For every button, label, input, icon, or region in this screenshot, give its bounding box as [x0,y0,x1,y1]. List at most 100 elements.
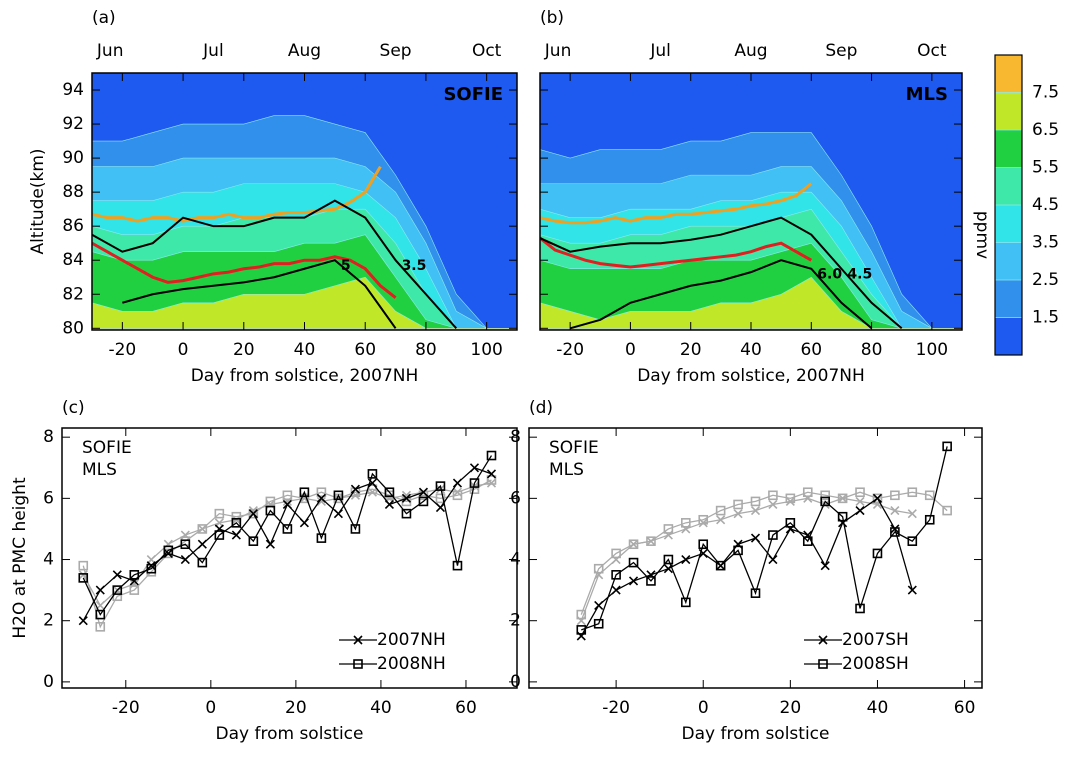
x-axis-title: Day from solstice [216,724,364,744]
colorbar-tick-label: 2.5 [1032,270,1059,290]
y-tick-label: 84 [62,250,84,270]
contour-label: 6.0 [817,267,842,283]
marker-square [768,490,778,501]
marker-x [486,469,497,479]
marker-square [733,545,743,556]
marker-x [872,493,883,503]
marker-square [715,505,726,516]
panel-label: (a) [92,8,116,28]
marker-square [197,524,208,534]
x-tick-label: -20 [112,698,140,718]
marker-x [750,533,761,543]
marker-square [367,469,378,479]
panel-label: (d) [529,398,553,418]
plot-frame [91,72,518,331]
colorbar-band [995,55,1022,93]
x-tick-label: 0 [698,698,709,718]
marker-x [907,585,917,595]
x-tick-label: 40 [867,698,889,718]
marker-square [681,597,691,608]
marker-x [855,496,865,506]
colorbar-band [995,92,1022,130]
marker-square [715,560,726,571]
y-tick-label: 6 [510,488,521,508]
marker-x [384,499,394,510]
marker-square [593,563,604,574]
marker-square [78,560,89,571]
series-line [581,446,948,631]
marker-square [452,560,463,571]
colorbar-frame [994,54,1023,356]
colorbar-band [995,280,1022,318]
contour-field: 3.55 [92,73,517,330]
marker-square [924,490,935,501]
marker-x [163,548,173,558]
legend-marker [353,635,363,645]
marker-square [802,536,813,546]
x-tick-label: 20 [285,698,307,718]
marker-square [611,548,621,559]
legend-marker [353,659,363,669]
marker-x [418,487,429,497]
month-label: Aug [734,41,767,61]
marker-x [628,576,639,586]
marker-square [907,487,918,498]
marker-square [112,585,123,595]
marker-square [384,487,395,498]
month-label: Jun [544,41,572,61]
x-tick-label: 0 [205,698,216,718]
marker-square [785,518,796,528]
y-tick-label: 88 [62,182,84,202]
marker-square [942,505,952,516]
marker-x [180,554,190,565]
contour-label: 5 [341,258,351,274]
x-axis-title: Day from solstice, 2007NH [637,366,865,386]
marker-square [316,533,327,543]
contour-label: 4.5 [847,267,872,283]
marker-x [197,539,207,549]
contour-line [92,199,458,329]
x-tick-label: 60 [354,340,376,360]
marker-x [333,509,343,519]
y-axis-title: H2O at PMC height [10,477,30,639]
y-tick-label: 2 [510,611,521,631]
marker-x [78,616,88,626]
marker-square [628,539,639,550]
colorbar-band [995,130,1022,168]
marker-square [333,490,344,501]
marker-x [785,496,795,506]
marker-square [435,481,446,491]
marker-square [214,530,225,540]
marker-square [646,536,656,546]
x-tick-label: 0 [625,340,636,360]
marker-square [435,493,446,504]
marker-square [401,508,412,519]
marker-square [367,484,378,494]
marker-x [750,506,761,516]
x-tick-label: 60 [954,698,976,718]
marker-square [486,450,497,461]
marker-x [890,524,900,534]
marker-square [663,554,674,565]
legend-marker [818,635,828,645]
marker-square [820,496,830,507]
marker-x [231,530,241,540]
marker-x [452,478,463,488]
marker-x [820,561,830,571]
colorbar-title: ppmv [972,211,992,259]
marker-x [316,496,326,506]
marker-x [486,478,497,488]
x-tick-label: 40 [740,340,762,360]
legend-year: 2008SH [842,654,909,674]
marker-square [681,518,691,528]
marker-square [78,573,89,583]
y-tick-label: 0 [43,672,54,692]
marker-square [802,487,813,498]
colorbar-tick-label: 6.5 [1032,120,1059,140]
marker-square [146,563,157,574]
legend-year: 2007SH [842,630,909,650]
x-axis-title: Day from solstice [682,724,830,744]
marker-square [231,518,242,528]
marker-x [733,509,743,519]
colorbar-tick-label: 7.5 [1032,83,1059,103]
